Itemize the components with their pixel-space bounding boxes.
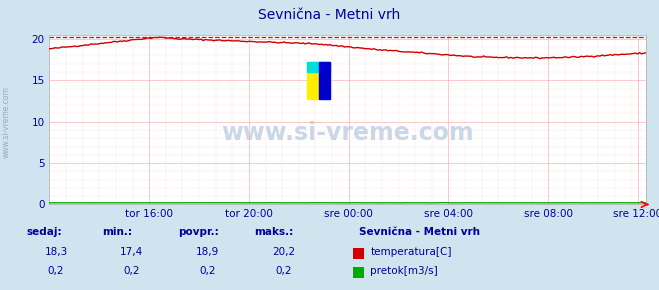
- Bar: [307, 62, 320, 99]
- Text: Sevnična - Metni vrh: Sevnična - Metni vrh: [359, 227, 480, 237]
- Text: 18,9: 18,9: [196, 247, 219, 257]
- Text: 17,4: 17,4: [120, 247, 144, 257]
- Text: 0,2: 0,2: [123, 266, 140, 276]
- Text: www.si-vreme.com: www.si-vreme.com: [2, 86, 11, 158]
- Text: pretok[m3/s]: pretok[m3/s]: [370, 266, 438, 276]
- Text: 0,2: 0,2: [275, 266, 292, 276]
- Text: 0,2: 0,2: [47, 266, 65, 276]
- Text: min.:: min.:: [102, 227, 132, 237]
- Text: 18,3: 18,3: [44, 247, 68, 257]
- Text: Sevnična - Metni vrh: Sevnična - Metni vrh: [258, 8, 401, 22]
- Text: 20,2: 20,2: [272, 247, 295, 257]
- Text: www.si-vreme.com: www.si-vreme.com: [221, 121, 474, 145]
- Text: 0,2: 0,2: [199, 266, 216, 276]
- Bar: [307, 62, 330, 72]
- Text: maks.:: maks.:: [254, 227, 293, 237]
- Text: povpr.:: povpr.:: [178, 227, 219, 237]
- Text: temperatura[C]: temperatura[C]: [370, 247, 452, 257]
- Text: sedaj:: sedaj:: [26, 227, 62, 237]
- Bar: [319, 62, 330, 99]
